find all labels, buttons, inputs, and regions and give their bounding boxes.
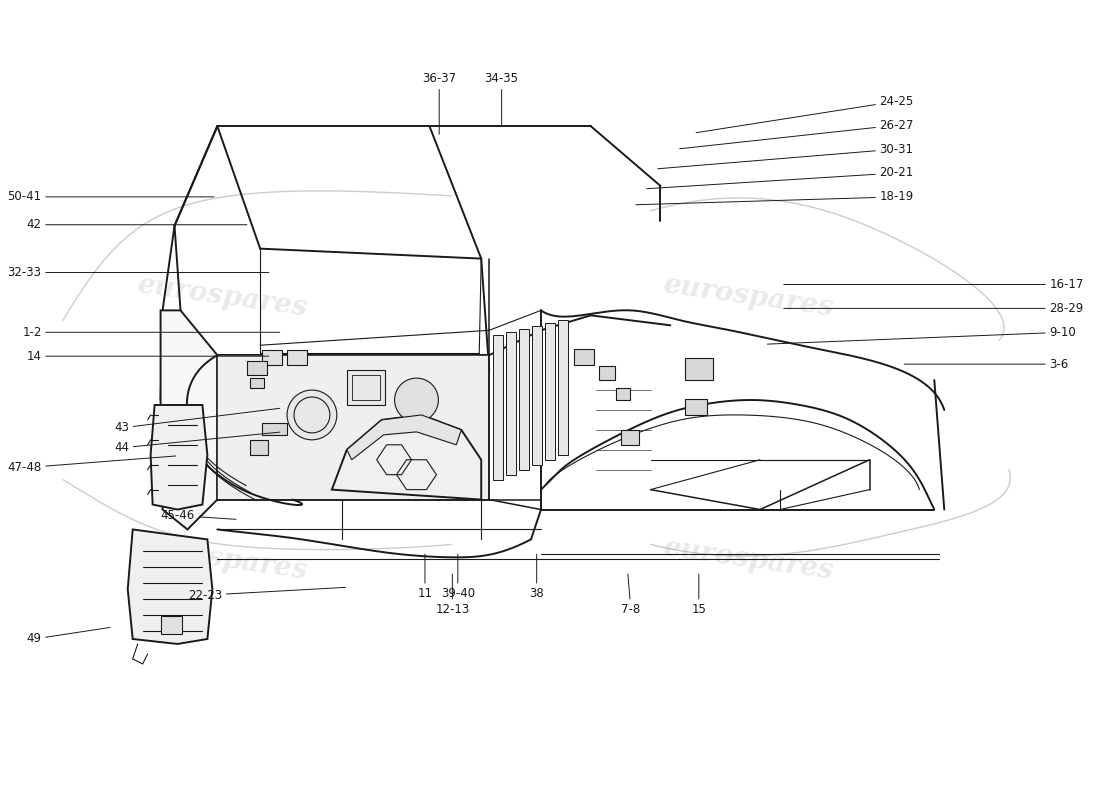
Bar: [685, 399, 707, 415]
Text: 44: 44: [114, 432, 279, 454]
Text: 14: 14: [26, 350, 268, 362]
Text: eurospares: eurospares: [661, 534, 835, 585]
Bar: [287, 350, 307, 365]
Bar: [616, 388, 629, 400]
Text: 22-23: 22-23: [188, 587, 345, 602]
Text: eurospares: eurospares: [661, 271, 835, 322]
Text: 36-37: 36-37: [422, 72, 456, 134]
Text: 39-40: 39-40: [441, 554, 475, 600]
Circle shape: [287, 390, 337, 440]
Text: 16-17: 16-17: [783, 278, 1084, 291]
Text: 43: 43: [114, 408, 279, 434]
Bar: [598, 366, 615, 380]
Text: eurospares: eurospares: [135, 271, 309, 322]
Bar: [262, 423, 287, 435]
Text: 9-10: 9-10: [768, 326, 1076, 344]
Bar: [574, 350, 594, 365]
Text: 45-46: 45-46: [161, 509, 236, 522]
Circle shape: [395, 378, 439, 422]
Text: 20-21: 20-21: [647, 166, 914, 189]
Text: 26-27: 26-27: [680, 118, 914, 149]
Bar: [506, 332, 516, 474]
Text: 30-31: 30-31: [658, 142, 913, 169]
Text: eurospares: eurospares: [135, 534, 309, 585]
Text: 12-13: 12-13: [436, 574, 470, 616]
Polygon shape: [151, 405, 208, 510]
Text: 50-41: 50-41: [8, 190, 214, 203]
Bar: [248, 361, 267, 375]
Text: 34-35: 34-35: [485, 72, 518, 126]
Text: 1-2: 1-2: [22, 326, 279, 338]
Bar: [493, 335, 503, 480]
Polygon shape: [128, 530, 212, 644]
Text: 38: 38: [529, 554, 544, 600]
Text: 49: 49: [26, 627, 110, 646]
Bar: [544, 323, 554, 460]
Polygon shape: [332, 415, 481, 499]
Text: 32-33: 32-33: [8, 266, 268, 279]
Polygon shape: [346, 415, 461, 460]
Bar: [352, 375, 379, 400]
Text: 18-19: 18-19: [636, 190, 914, 205]
Bar: [250, 440, 268, 454]
Polygon shape: [218, 355, 490, 499]
Text: 11: 11: [418, 554, 432, 600]
Text: 28-29: 28-29: [783, 302, 1084, 315]
Bar: [685, 358, 713, 380]
Text: 47-48: 47-48: [8, 456, 176, 474]
Bar: [161, 616, 183, 634]
Bar: [346, 370, 385, 405]
Text: 42: 42: [26, 218, 246, 231]
Bar: [519, 330, 529, 470]
Text: 24-25: 24-25: [696, 94, 914, 133]
Bar: [558, 320, 568, 454]
Bar: [250, 378, 264, 388]
Text: 3-6: 3-6: [904, 358, 1068, 370]
Bar: [532, 326, 542, 465]
Polygon shape: [161, 310, 218, 530]
Bar: [262, 350, 282, 365]
Bar: [620, 430, 639, 445]
Text: 15: 15: [692, 574, 706, 616]
Text: 7-8: 7-8: [621, 574, 640, 616]
